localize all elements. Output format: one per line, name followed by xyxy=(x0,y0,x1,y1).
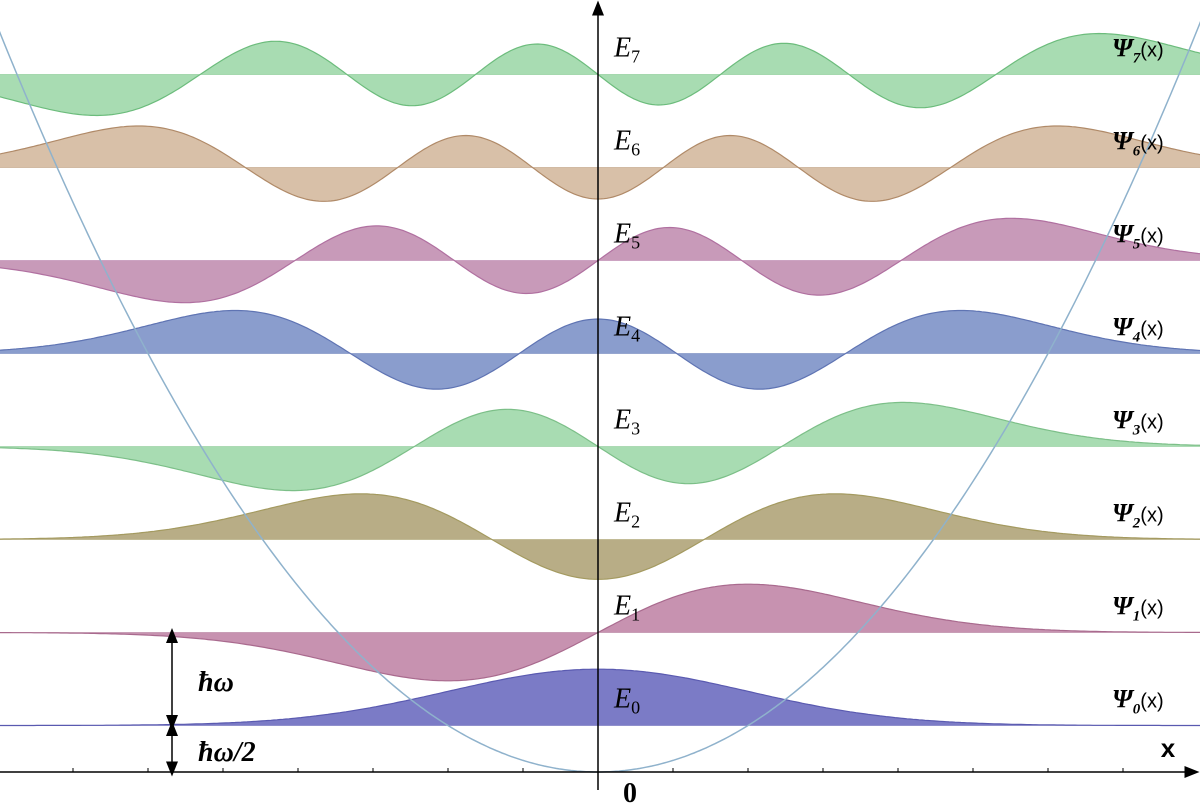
energy-index: 4 xyxy=(631,326,640,346)
energy-label: E4 xyxy=(613,312,640,346)
potential-curve xyxy=(0,20,1200,773)
wavefunction-label: Ψ1(x) xyxy=(1112,592,1164,625)
psi-argument: (x) xyxy=(1140,598,1163,620)
psi-argument: (x) xyxy=(1140,691,1163,713)
wavefunction-label: Ψ4(x) xyxy=(1112,313,1164,346)
energy-symbol: E xyxy=(613,33,631,64)
energy-symbol: E xyxy=(613,591,631,622)
psi-index: 7 xyxy=(1133,51,1141,67)
psi-symbol: Ψ xyxy=(1112,406,1135,435)
energy-symbol: E xyxy=(613,498,631,529)
energy-label: E1 xyxy=(613,591,640,625)
psi-index: 1 xyxy=(1133,609,1141,625)
psi-argument: (x) xyxy=(1140,226,1163,248)
psi-argument: (x) xyxy=(1140,133,1163,155)
energy-index: 0 xyxy=(631,698,640,718)
wavefunction-fill xyxy=(0,126,1200,202)
energy-index: 3 xyxy=(631,419,640,439)
wavefunction-label: Ψ3(x) xyxy=(1112,406,1164,439)
psi-symbol: Ψ xyxy=(1112,127,1135,156)
wavefunction-label: Ψ5(x) xyxy=(1112,220,1164,253)
energy-index: 7 xyxy=(631,47,640,67)
psi-argument: (x) xyxy=(1140,505,1163,527)
energy-label: E5 xyxy=(613,219,640,253)
energy-label: E3 xyxy=(613,405,640,439)
psi-index: 5 xyxy=(1133,237,1141,253)
x-axis-label: x xyxy=(1161,733,1176,763)
psi-argument: (x) xyxy=(1140,40,1163,62)
origin-label: 0 xyxy=(623,778,637,809)
psi-symbol: Ψ xyxy=(1112,313,1135,342)
energy-index: 5 xyxy=(631,233,640,253)
zero-point-label: ħω/2 xyxy=(198,737,256,768)
wavefunction-label: Ψ2(x) xyxy=(1112,499,1164,532)
energy-index: 2 xyxy=(631,512,640,532)
psi-symbol: Ψ xyxy=(1112,499,1135,528)
wavefunctions xyxy=(0,32,1200,727)
psi-symbol: Ψ xyxy=(1112,34,1135,63)
psi-symbol: Ψ xyxy=(1112,592,1135,621)
psi-index: 4 xyxy=(1132,330,1141,346)
psi-index: 3 xyxy=(1132,423,1141,439)
wavefunction-curve xyxy=(0,401,1200,492)
psi-symbol: Ψ xyxy=(1112,220,1135,249)
psi-index: 2 xyxy=(1132,516,1141,532)
quantum-label: ħω xyxy=(198,667,234,698)
energy-symbol: E xyxy=(613,126,631,157)
psi-index: 6 xyxy=(1133,144,1141,160)
wavefunction-curve xyxy=(0,125,1200,202)
energy-symbol: E xyxy=(613,405,631,436)
energy-label: E2 xyxy=(613,498,640,532)
wavefunction-label: Ψ6(x) xyxy=(1112,127,1164,160)
energy-index: 1 xyxy=(631,605,640,625)
energy-label: E7 xyxy=(613,33,640,67)
wavefunction-label: Ψ7(x) xyxy=(1112,34,1164,67)
energy-label: E6 xyxy=(613,126,640,160)
wavefunction-curve xyxy=(0,668,1200,727)
energy-label: E0 xyxy=(613,684,640,718)
wavefunction-curve xyxy=(0,583,1200,682)
wavefunction-curve xyxy=(0,309,1200,390)
energy-symbol: E xyxy=(613,312,631,343)
wavefunction-curve xyxy=(0,32,1200,117)
psi-index: 0 xyxy=(1133,702,1141,718)
wavefunction-curve xyxy=(0,217,1200,304)
wavefunction-fill xyxy=(0,493,1200,580)
wavefunction-label: Ψ0(x) xyxy=(1112,685,1164,718)
wavefunction-fill xyxy=(0,310,1200,390)
psi-argument: (x) xyxy=(1140,319,1163,341)
psi-symbol: Ψ xyxy=(1112,685,1135,714)
energy-index: 6 xyxy=(631,140,640,160)
energy-symbol: E xyxy=(613,219,631,250)
energy-symbol: E xyxy=(613,684,631,715)
wavefunction-curve xyxy=(0,493,1200,580)
psi-argument: (x) xyxy=(1140,412,1163,434)
wavefunction-fill xyxy=(0,669,1200,726)
